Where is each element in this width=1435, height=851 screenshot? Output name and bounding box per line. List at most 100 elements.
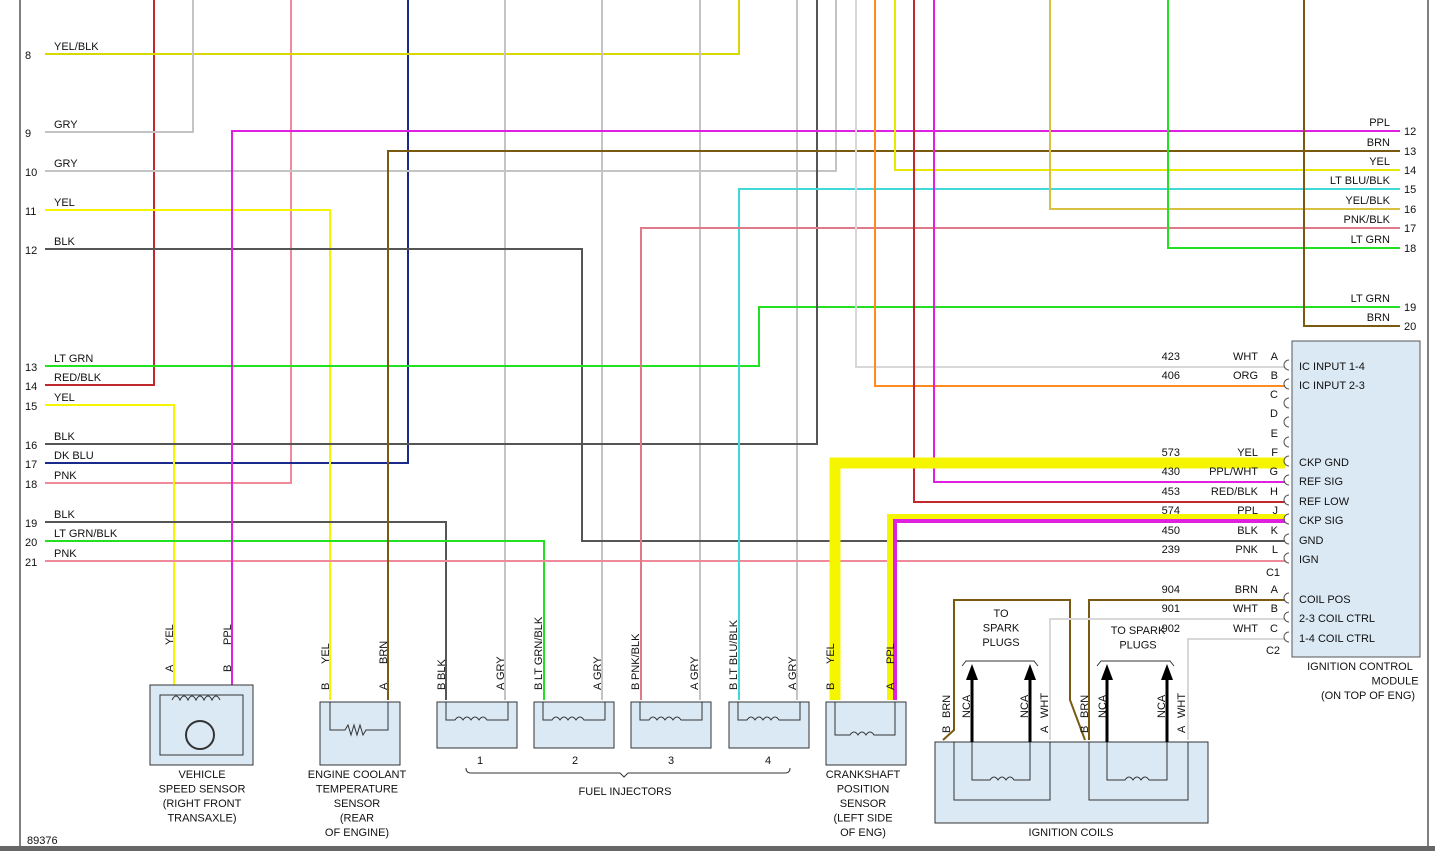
wire bbox=[942, 599, 1086, 741]
pin-socket bbox=[1283, 378, 1290, 390]
circuit: 430 bbox=[1162, 466, 1180, 478]
pin-letter: B bbox=[320, 683, 332, 690]
wire-label: GRY bbox=[54, 158, 78, 170]
pin-number: 8 bbox=[25, 50, 31, 62]
wire-label: WHT bbox=[1233, 603, 1258, 615]
wire-label: GRY bbox=[495, 656, 507, 680]
wire bbox=[933, 0, 1285, 483]
pin-letter: J bbox=[1273, 505, 1279, 517]
function: 1-4 COIL CTRL bbox=[1299, 633, 1375, 645]
figure-number: 89376 bbox=[27, 835, 58, 847]
wire-label: PNK bbox=[54, 470, 77, 482]
wire-label: BRN bbox=[1079, 695, 1091, 718]
wire-label: PNK/BLK bbox=[630, 633, 642, 680]
pin-number: 12 bbox=[1404, 126, 1416, 138]
coil-2 bbox=[1088, 742, 1189, 801]
injector-number: 2 bbox=[572, 755, 578, 767]
wire-label: PNK/BLK bbox=[1344, 214, 1391, 226]
injector-coil bbox=[639, 702, 703, 721]
pin-number: 19 bbox=[1404, 302, 1416, 314]
wire bbox=[45, 404, 175, 685]
wire-label: YEL bbox=[320, 643, 332, 664]
wire bbox=[894, 0, 1400, 171]
injector-coil bbox=[542, 702, 606, 721]
wire bbox=[1167, 0, 1400, 249]
connector-label: C1 bbox=[1266, 567, 1280, 579]
wire-label: BLK bbox=[54, 431, 75, 443]
pin-number: 13 bbox=[1404, 146, 1416, 158]
pin-socket bbox=[1283, 631, 1290, 643]
arrow-head bbox=[966, 664, 978, 680]
function: GND bbox=[1299, 535, 1324, 547]
wire bbox=[45, 540, 545, 700]
pin-letter: A bbox=[592, 682, 604, 690]
pin-letter: A bbox=[787, 682, 799, 690]
pin-number: 17 bbox=[25, 459, 37, 471]
function: REF SIG bbox=[1299, 476, 1343, 488]
wire-label: GRY bbox=[787, 656, 799, 680]
wire-label: PNK bbox=[54, 548, 77, 560]
wire-label: PPL bbox=[1237, 505, 1258, 517]
pin-socket bbox=[1283, 533, 1290, 545]
wire-label: YEL bbox=[54, 197, 75, 209]
wire-label: BLK bbox=[1237, 525, 1258, 537]
pin-letter: G bbox=[1269, 466, 1278, 478]
wire-label: YEL bbox=[1237, 447, 1258, 459]
wire-label: YEL bbox=[1369, 156, 1390, 168]
circuit: 573 bbox=[1162, 447, 1180, 459]
wire-label: RED/BLK bbox=[1211, 486, 1259, 498]
wire bbox=[45, 209, 331, 700]
wire bbox=[387, 150, 1400, 700]
pin-letter: B bbox=[630, 683, 642, 690]
injector-number: 1 bbox=[477, 755, 483, 767]
function: IC INPUT 1-4 bbox=[1299, 361, 1365, 373]
pin-number: 15 bbox=[25, 401, 37, 413]
wire-label: NCA bbox=[1156, 694, 1168, 718]
arrow-head bbox=[1024, 664, 1036, 680]
wire-label: BRN bbox=[941, 695, 953, 718]
pin-letter: C bbox=[1270, 389, 1278, 401]
pin-number: 20 bbox=[25, 537, 37, 549]
circuit: 239 bbox=[1162, 544, 1180, 556]
pin-socket bbox=[1283, 494, 1290, 506]
pin-number: 10 bbox=[25, 167, 37, 179]
pin-number: 20 bbox=[1404, 321, 1416, 333]
connector-label: C2 bbox=[1266, 645, 1280, 657]
function: IC INPUT 2-3 bbox=[1299, 380, 1365, 392]
wire-label: LT GRN bbox=[1351, 234, 1390, 246]
wire-label: GRY bbox=[54, 119, 78, 131]
pin-socket bbox=[1283, 397, 1290, 409]
component-label: POSITION bbox=[837, 783, 890, 795]
pin-number: 12 bbox=[25, 245, 37, 257]
pin-socket bbox=[1283, 611, 1290, 623]
wire-label: NCA bbox=[1019, 694, 1031, 718]
ckp-coil bbox=[834, 702, 896, 736]
function: CKP SIG bbox=[1299, 515, 1343, 527]
component-box bbox=[934, 741, 1209, 824]
injector-number: 3 bbox=[668, 755, 674, 767]
wire-label: GRY bbox=[689, 656, 701, 680]
wire bbox=[45, 0, 194, 133]
component-label: SENSOR bbox=[840, 798, 887, 810]
pin-letter: A bbox=[1271, 584, 1279, 596]
wire-label: YEL/BLK bbox=[1345, 195, 1390, 207]
pin-number: 13 bbox=[25, 362, 37, 374]
coil-1 bbox=[953, 742, 1051, 801]
injector-number: 4 bbox=[765, 755, 771, 767]
component-label: TEMPERATURE bbox=[316, 783, 398, 795]
bracket bbox=[961, 660, 1039, 667]
component-box bbox=[728, 701, 810, 749]
wire bbox=[1049, 0, 1400, 210]
wire bbox=[829, 457, 1285, 700]
wire-label: PPL bbox=[885, 643, 897, 664]
wire-label: ORG bbox=[1233, 370, 1258, 382]
pin-letter: A bbox=[1039, 725, 1051, 733]
injector-coil bbox=[445, 702, 509, 721]
component-label: TO SPARK bbox=[1111, 625, 1166, 637]
pin-letter: A bbox=[378, 682, 390, 690]
pin-letter: B bbox=[1079, 726, 1091, 733]
wire-label: LT GRN bbox=[54, 353, 93, 365]
wire-label: LT GRN bbox=[1351, 293, 1390, 305]
pin-letter: C bbox=[1270, 623, 1278, 635]
